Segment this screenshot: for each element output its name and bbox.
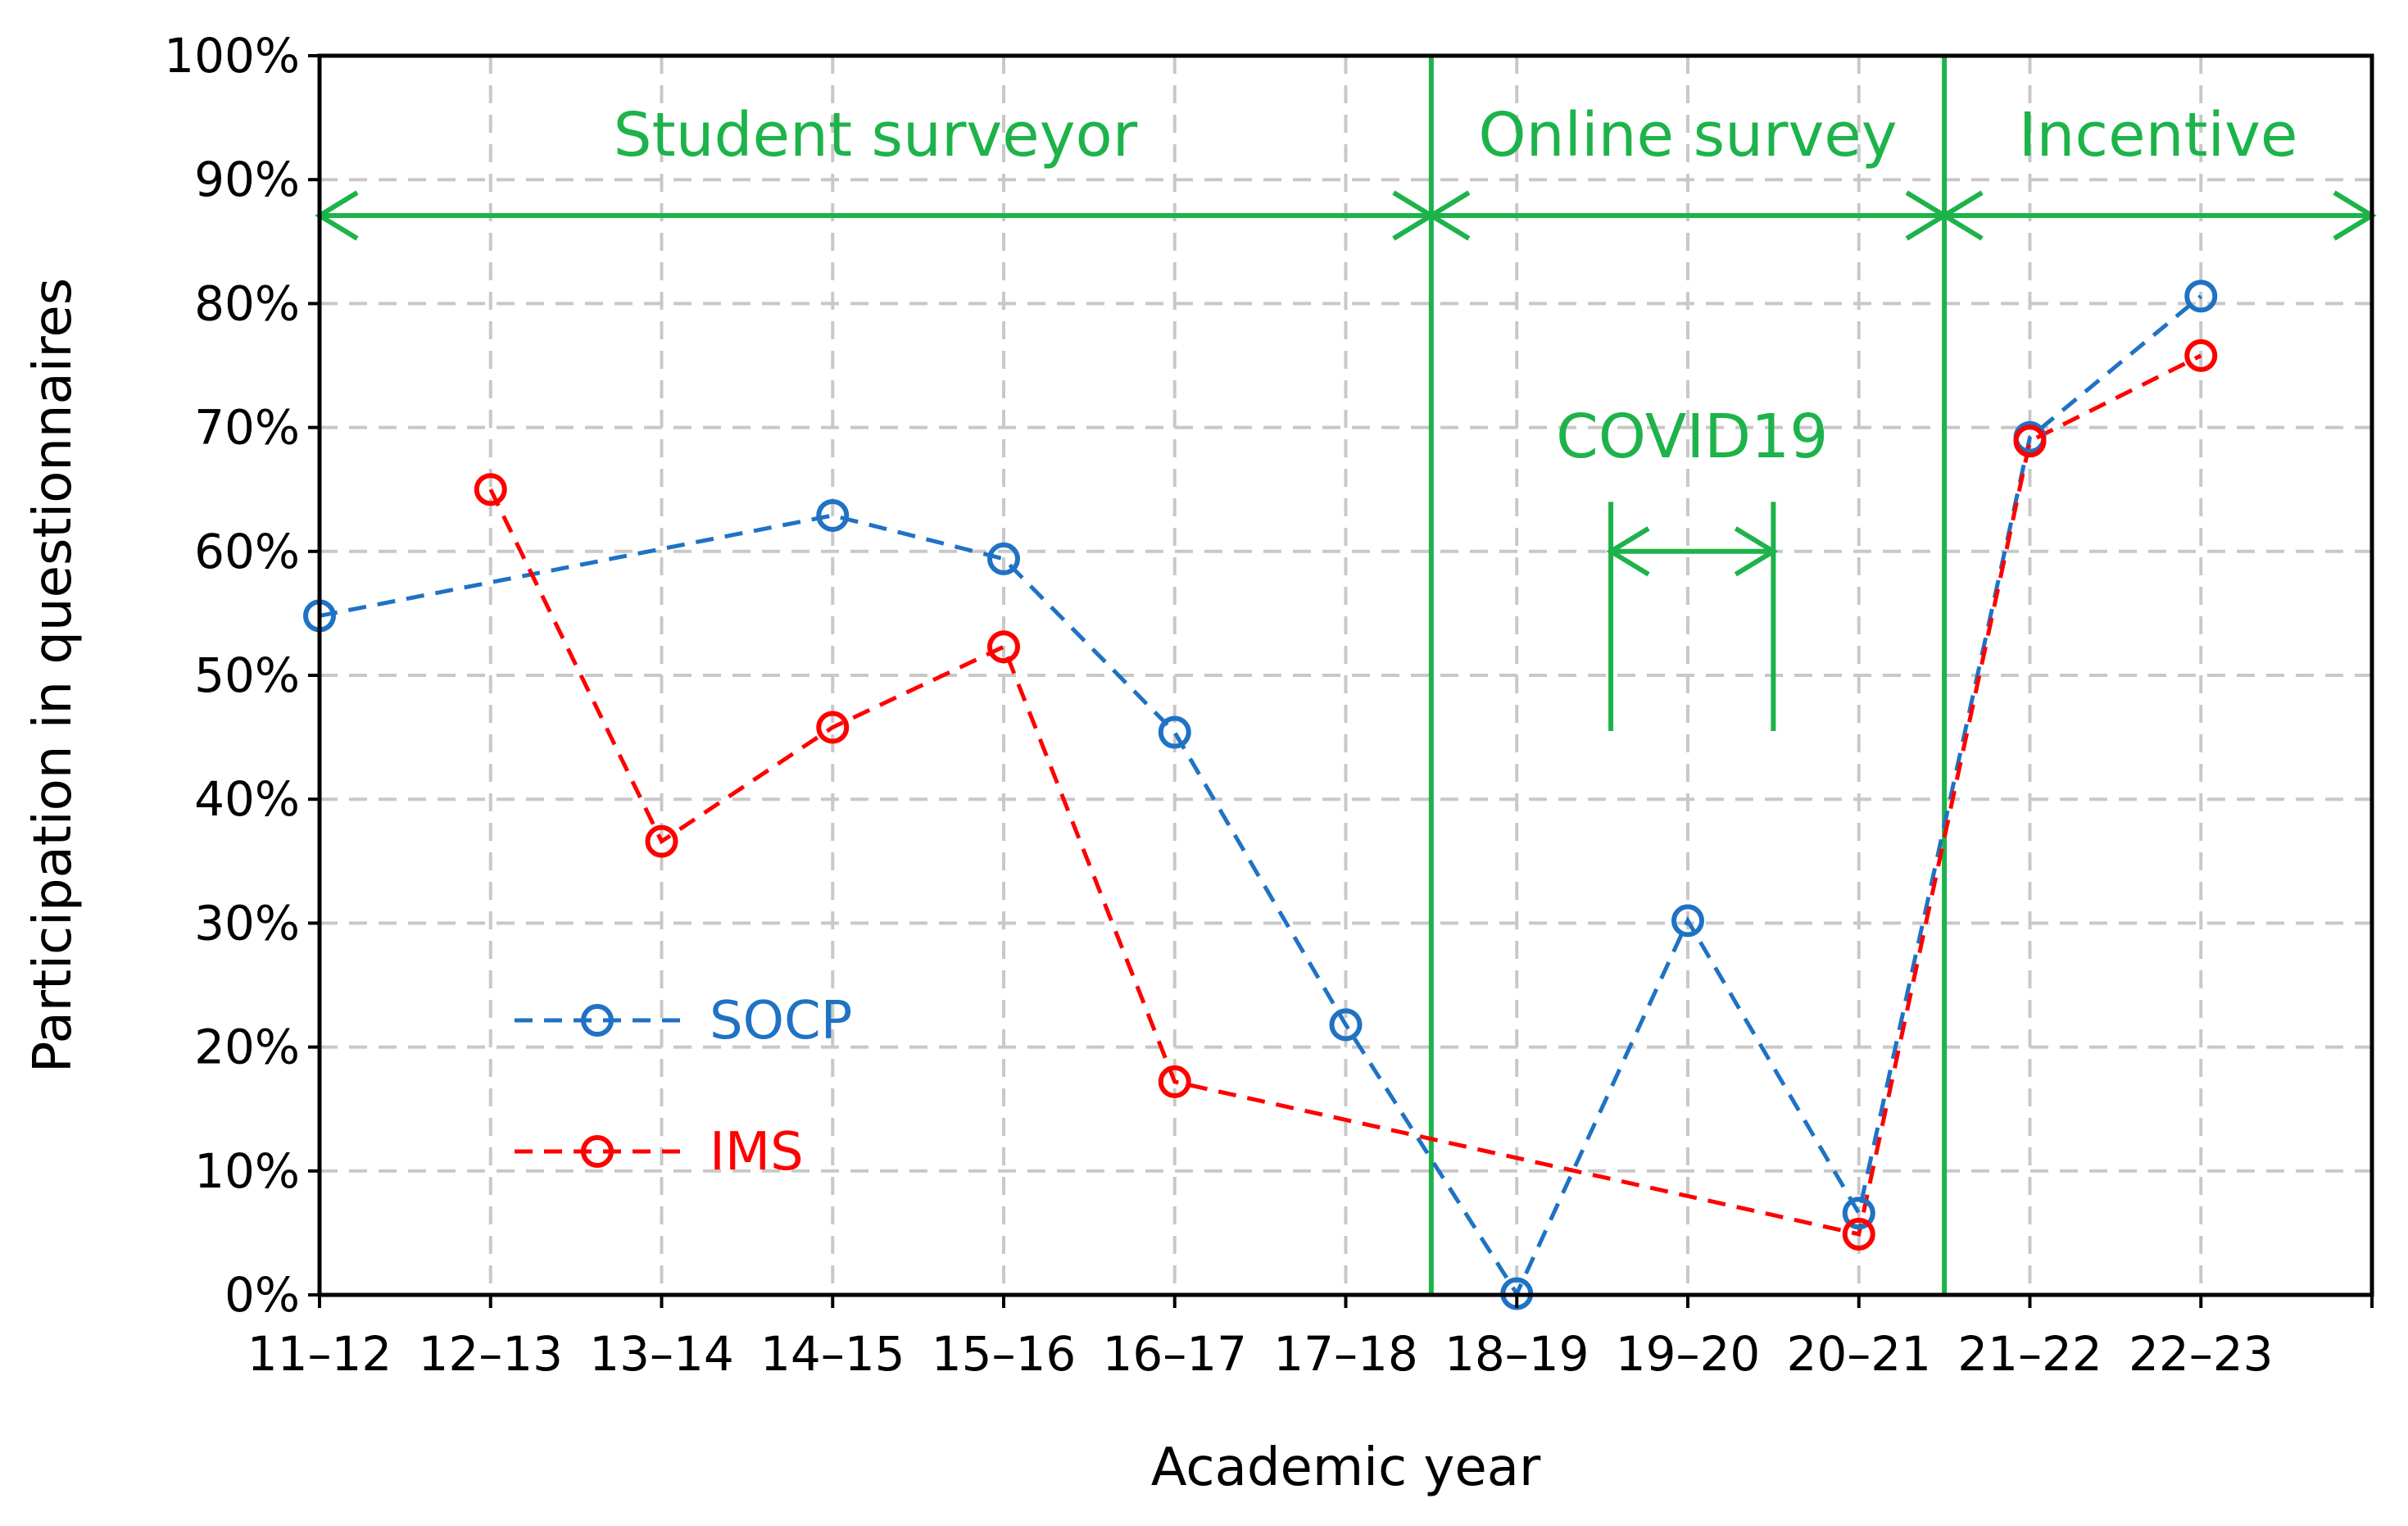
y-tick-label: 70% (194, 400, 300, 456)
phase-label: Student surveyor (614, 100, 1138, 170)
y-tick-label: 60% (194, 524, 300, 579)
x-tick-label: 15–16 (932, 1326, 1077, 1382)
x-tick-label: 20–21 (1786, 1326, 1931, 1382)
data-point-ims (987, 630, 1020, 664)
x-tick-label: 17–18 (1273, 1326, 1418, 1382)
data-point-socp (1842, 1197, 1875, 1230)
y-tick-label: 20% (194, 1020, 300, 1075)
data-point-ims (1158, 1065, 1191, 1098)
covid-arrow-head-right (1734, 526, 1779, 577)
data-point-socp (1671, 904, 1704, 938)
x-tick-label: 19–20 (1616, 1326, 1761, 1382)
legend-marker-ims (581, 1135, 614, 1168)
x-axis-title: Academic year (1151, 1437, 1541, 1498)
legend-label-ims: IMS (710, 1122, 804, 1183)
x-tick-label: 18–19 (1444, 1326, 1589, 1382)
x-tick-label: 22–23 (2129, 1326, 2274, 1382)
grid-lines (320, 56, 2372, 1295)
y-axis-title: Participation in questionnaires (23, 278, 84, 1073)
axis-ticks: 0% 10% 20% 30% 40% 50% 60% 70% 80% 90% 100% 11–12 12… (164, 28, 2374, 1382)
data-point-socp (1329, 1008, 1363, 1042)
data-point-ims (1842, 1217, 1875, 1251)
series-line-socp (319, 294, 2202, 1298)
legend-marker-socp (581, 1004, 614, 1037)
data-point-ims (474, 473, 507, 506)
x-tick-label: 21–22 (1957, 1326, 2102, 1382)
legend-label-socp: SOCP (710, 991, 852, 1051)
series-line-ims (488, 353, 2202, 1237)
y-tick-label: 90% (194, 152, 300, 207)
data-point-ims (645, 824, 678, 858)
data-point-ims (816, 711, 850, 744)
x-tick-label: 11–12 (247, 1326, 392, 1382)
y-tick-label: 0% (224, 1267, 300, 1323)
data-point-socp (1158, 715, 1191, 749)
y-tick-label: 10% (194, 1143, 300, 1199)
phase-annotations: Student surveyor Online survey Incentive CO… (315, 56, 2377, 1295)
data-point-socp (816, 498, 850, 532)
x-tick-label: 14–15 (760, 1326, 905, 1382)
x-tick-label: 12–13 (418, 1326, 563, 1382)
y-tick-label: 50% (194, 647, 300, 703)
y-tick-label: 100% (164, 28, 300, 84)
data-point-ims (2013, 425, 2047, 458)
x-tick-label: 13–14 (589, 1326, 734, 1382)
data-series (303, 279, 2218, 1310)
data-point-ims (2184, 338, 2218, 372)
y-tick-label: 40% (194, 771, 300, 827)
y-tick-label: 30% (194, 895, 300, 951)
x-tick-label: 16–17 (1102, 1326, 1247, 1382)
data-point-socp (2184, 279, 2218, 313)
phase-label: Online survey (1478, 100, 1897, 170)
covid-arrow-head-left (1606, 526, 1650, 577)
covid-label: COVID19 (1556, 402, 1828, 472)
y-tick-label: 80% (194, 275, 300, 331)
phase-arrow-head-left (1939, 190, 1984, 241)
phase-arrow-head-left (1426, 190, 1471, 241)
data-point-socp (987, 542, 1020, 575)
phase-label: Incentive (2019, 100, 2298, 170)
legend: SOCP IMS (515, 991, 852, 1183)
